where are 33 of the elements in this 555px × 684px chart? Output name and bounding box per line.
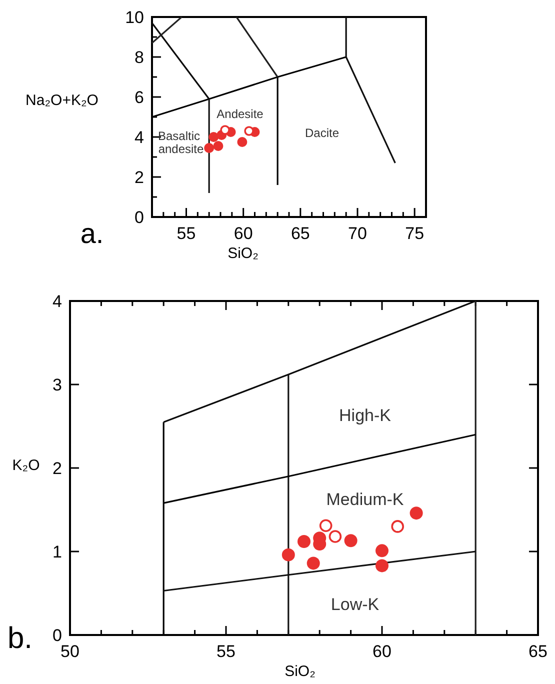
y-tick-label: 2 <box>134 168 144 187</box>
x-tick-label: 60 <box>234 224 253 243</box>
text: b. <box>7 622 33 655</box>
y-tick-label: 3 <box>52 376 62 394</box>
text: a. <box>80 218 104 249</box>
y-tick-label: 4 <box>52 292 62 311</box>
x-axis-title: SiO₂ <box>284 663 316 680</box>
y-tick-label: 0 <box>52 626 62 645</box>
y-tick-label: 2 <box>52 459 62 478</box>
x-tick-label: 65 <box>290 224 310 243</box>
x-tick-label: 60 <box>372 642 392 661</box>
annotation: Andesite <box>216 107 264 121</box>
annotation: High-K <box>339 406 392 425</box>
y-tick-label: 10 <box>125 8 144 27</box>
annotation: Dacite <box>304 126 340 140</box>
annotation: Medium-K <box>326 490 404 509</box>
annotation: Low-K <box>330 595 380 614</box>
x-tick-label: 50 <box>60 642 80 661</box>
x-tick-label: 75 <box>405 224 424 243</box>
y-axis-title: K₂O <box>12 457 40 474</box>
x-axis-title: SiO₂ <box>228 245 259 262</box>
x-tick-label: 55 <box>216 642 236 661</box>
y-tick-label: 0 <box>134 208 144 227</box>
y-tick-label: 1 <box>52 542 62 562</box>
y-tick-label: 4 <box>134 128 144 147</box>
annotation: Basaltic <box>158 129 200 143</box>
x-tick-label: 65 <box>528 642 548 661</box>
y-tick-label: 6 <box>134 88 144 107</box>
y-tick-label: 8 <box>134 48 144 67</box>
y-axis-title: Na₂O+K₂O <box>26 92 98 109</box>
x-tick-label: 55 <box>176 224 196 243</box>
x-tick-label: 70 <box>348 224 367 243</box>
annotation: andesite <box>158 142 204 156</box>
